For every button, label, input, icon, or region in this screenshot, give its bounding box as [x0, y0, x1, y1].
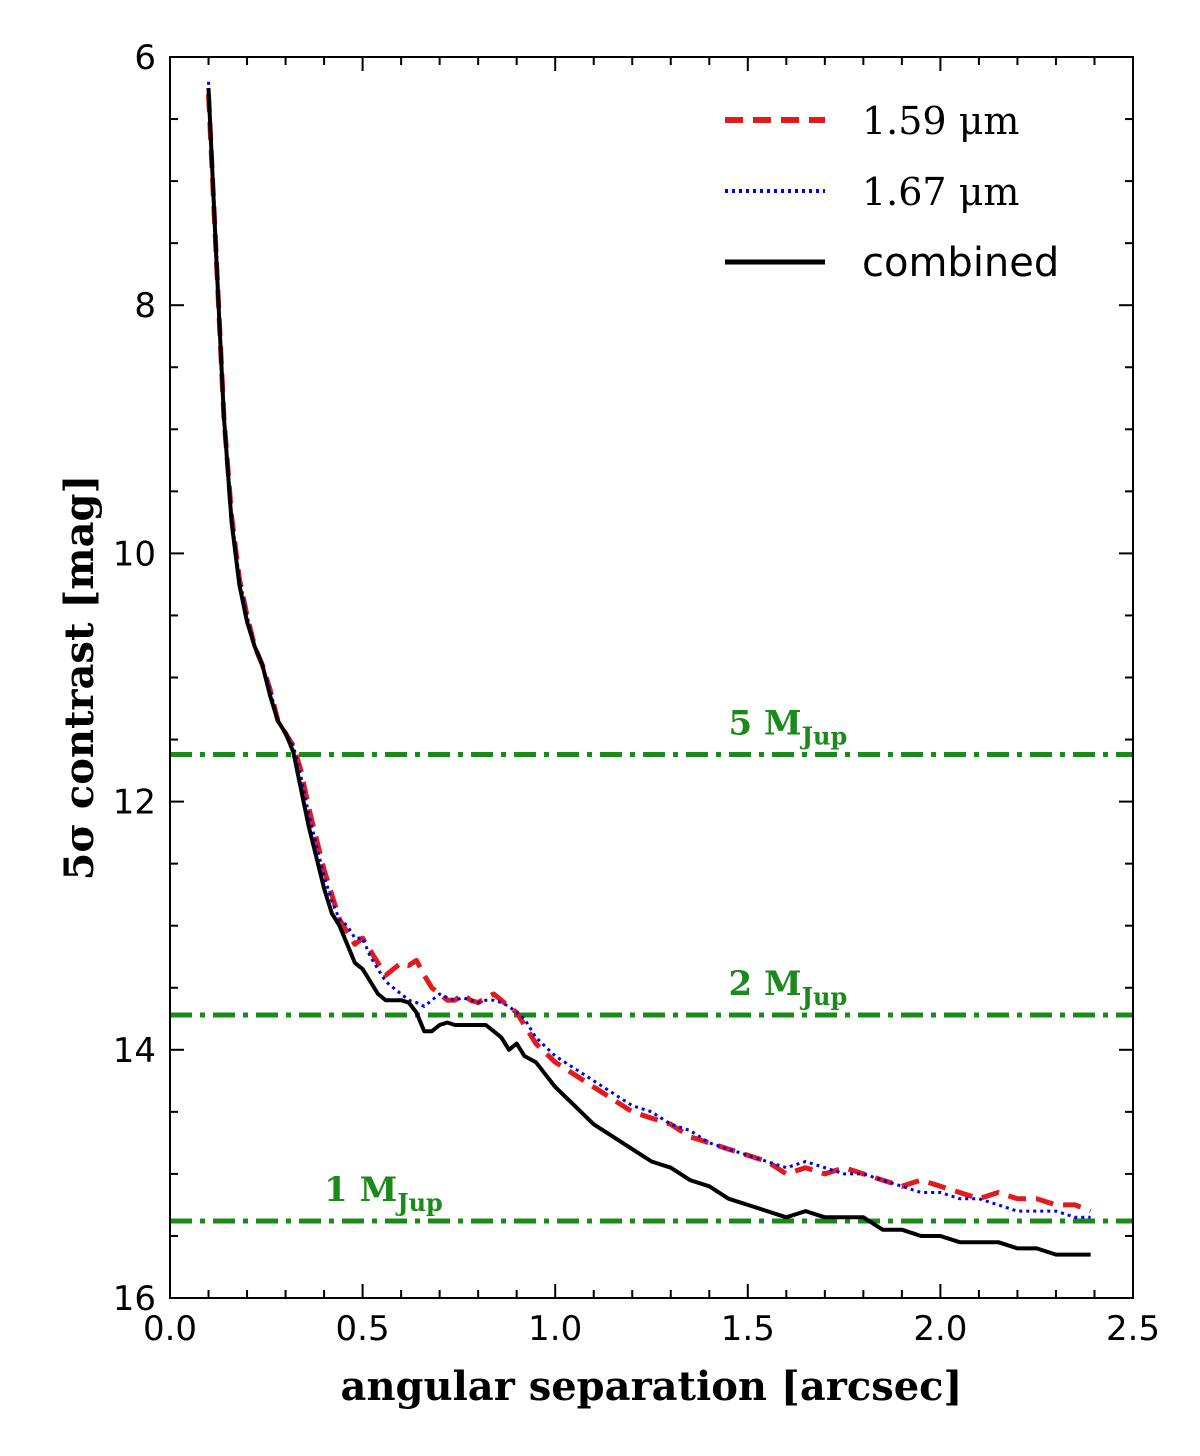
y-tick-label: 10	[113, 534, 156, 574]
x-tick-label: 2.0	[913, 1309, 967, 1349]
y-axis-label: 5σ contrast [mag]	[56, 475, 103, 881]
y-tick-label: 14	[113, 1031, 156, 1071]
mass-limit-label: 5 MJup	[729, 703, 848, 750]
y-tick-label: 16	[113, 1279, 156, 1319]
x-tick-label: 1.5	[721, 1309, 775, 1349]
y-tick-label: 8	[134, 286, 156, 326]
x-axis-label: angular separation [arcsec]	[341, 1363, 963, 1410]
legend-label-1-59um: 1.59 μm	[862, 99, 1019, 143]
series-lines	[206, 81, 1092, 1257]
series-line-1	[207, 81, 1091, 1219]
axis-tick-labels: 0.0 0.5 1.0 1.5 2.0 2.5 6 8 10 12 14 16	[113, 38, 1160, 1349]
mass-limit-label: 2 MJup	[729, 964, 848, 1011]
mass-limit-label: 1 MJup	[324, 1170, 443, 1217]
mass-limit-lines: 5 MJup 2 MJup 1 MJup	[170, 703, 1133, 1224]
y-tick-label: 6	[134, 38, 156, 78]
legend: 1.59 μm 1.67 μm combined	[725, 99, 1059, 286]
series-line-2	[206, 87, 1091, 1257]
y-tick-label: 12	[113, 783, 156, 823]
x-tick-label: 1.0	[528, 1309, 582, 1349]
x-tick-label: 0.0	[143, 1309, 197, 1349]
axis-ticks	[169, 56, 1134, 1299]
x-tick-label: 2.5	[1106, 1309, 1160, 1349]
legend-label-combined: combined	[862, 240, 1059, 286]
series-line-0	[206, 94, 1092, 1214]
legend-label-1-67um: 1.67 μm	[862, 170, 1019, 214]
x-tick-label: 0.5	[336, 1309, 390, 1349]
